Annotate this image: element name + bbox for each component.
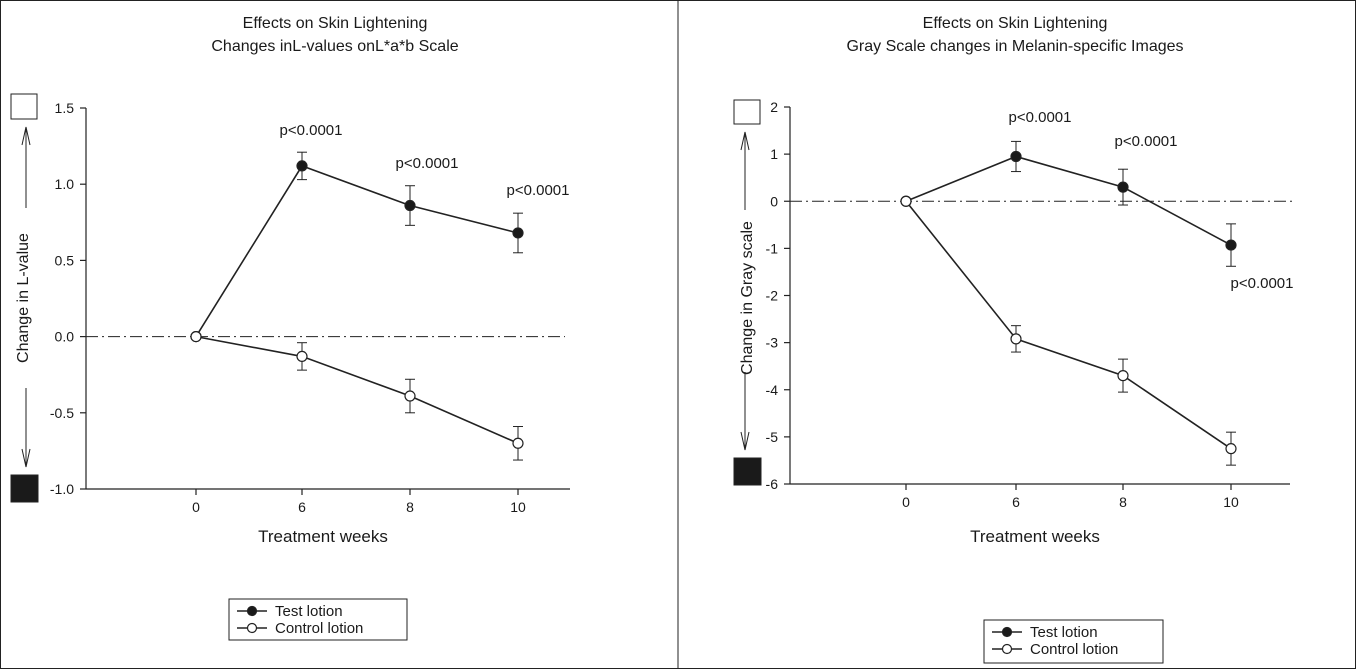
data-point (1225, 443, 1237, 455)
y-tick-label: 1.5 (55, 100, 75, 116)
down-arrow-head (740, 431, 750, 451)
chart-title: Effects on Skin Lightening (243, 15, 428, 32)
y-tick-label: -1.0 (50, 481, 74, 497)
p-value-annotation: p<0.0001 (396, 155, 459, 172)
legend-marker (1001, 626, 1013, 638)
y-tick-label: 1.0 (55, 176, 75, 192)
y-tick-label: -5 (766, 429, 779, 445)
y-tick-label: -0.5 (50, 405, 74, 421)
x-axis-label: Treatment weeks (970, 527, 1100, 546)
data-point (404, 390, 416, 402)
legend-label: Control lotion (1030, 641, 1118, 658)
data-point (1117, 181, 1129, 193)
legend-marker (1001, 643, 1013, 655)
y-tick-label: 1 (770, 146, 778, 162)
x-tick-label: 0 (192, 499, 200, 515)
darker-swatch (10, 474, 39, 503)
y-tick-label: -2 (766, 288, 779, 304)
legend-box (983, 619, 1164, 664)
data-point (900, 195, 912, 207)
x-tick-label: 10 (510, 499, 526, 515)
lighter-swatch (733, 99, 761, 125)
legend-marker (246, 605, 258, 617)
darker-swatch (733, 457, 762, 486)
data-point (296, 160, 308, 172)
x-tick-label: 6 (1012, 494, 1020, 510)
data-point (1225, 239, 1237, 251)
y-axis-label: Change in Gray scale (739, 221, 756, 375)
down-arrow-head (21, 448, 31, 468)
y-tick-label: -3 (766, 335, 779, 351)
x-tick-label: 0 (902, 494, 910, 510)
p-value-annotation: p<0.0001 (280, 122, 343, 139)
chart-l-value: Effects on Skin Lightening Changes inL-va… (10, 15, 570, 641)
lighter-swatch (10, 93, 38, 120)
x-tick-label: 6 (298, 499, 306, 515)
p-value-annotation: p<0.0001 (507, 182, 570, 199)
up-arrow-head (21, 126, 31, 146)
series-line (195, 335, 519, 445)
y-tick-label: -1 (766, 240, 779, 256)
x-axis-label: Treatment weeks (258, 527, 388, 546)
data-point (404, 199, 416, 212)
y-axis-label: Change in L-value (15, 233, 32, 363)
p-value-annotation: p<0.0001 (1231, 275, 1294, 292)
up-arrow-head (740, 131, 750, 151)
data-point (512, 227, 524, 239)
data-point (296, 350, 308, 363)
data-point (1010, 333, 1022, 345)
y-tick-label: -6 (766, 476, 779, 492)
y-tick-label: 2 (770, 99, 778, 115)
data-point (1010, 150, 1022, 163)
data-point (512, 437, 524, 449)
data-point (1117, 370, 1129, 382)
series-line (905, 200, 1232, 450)
x-tick-label: 10 (1223, 494, 1239, 510)
chart-title: Effects on Skin Lightening (923, 15, 1108, 32)
y-tick-label: 0.5 (55, 252, 75, 268)
series-line (905, 155, 1232, 246)
series-control-lotion (190, 331, 524, 461)
x-tick-label: 8 (1119, 494, 1127, 510)
series-line (195, 164, 519, 338)
data-point (190, 331, 202, 343)
p-value-annotation: p<0.0001 (1115, 133, 1178, 150)
legend-label: Test lotion (1030, 624, 1098, 641)
y-tick-label: 0.0 (55, 329, 75, 345)
p-value-annotation: p<0.0001 (1009, 109, 1072, 126)
legend-marker (246, 622, 258, 634)
series-test-lotion (900, 140, 1237, 267)
x-tick-label: 8 (406, 499, 414, 515)
series-test-lotion (190, 151, 524, 343)
legend-label: Test lotion (275, 603, 343, 620)
legend-box (228, 598, 408, 641)
chart-gray-scale: Effects on Skin Lightening Gray Scale cha… (733, 15, 1294, 664)
y-tick-label: -4 (766, 382, 779, 398)
series-control-lotion (900, 195, 1237, 466)
chart-subtitle: Gray Scale changes in Melanin-specific I… (846, 38, 1183, 55)
legend-label: Control lotion (275, 620, 363, 637)
chart-subtitle: Changes inL-values onL*a*b Scale (211, 38, 458, 55)
y-tick-label: 0 (770, 193, 778, 209)
